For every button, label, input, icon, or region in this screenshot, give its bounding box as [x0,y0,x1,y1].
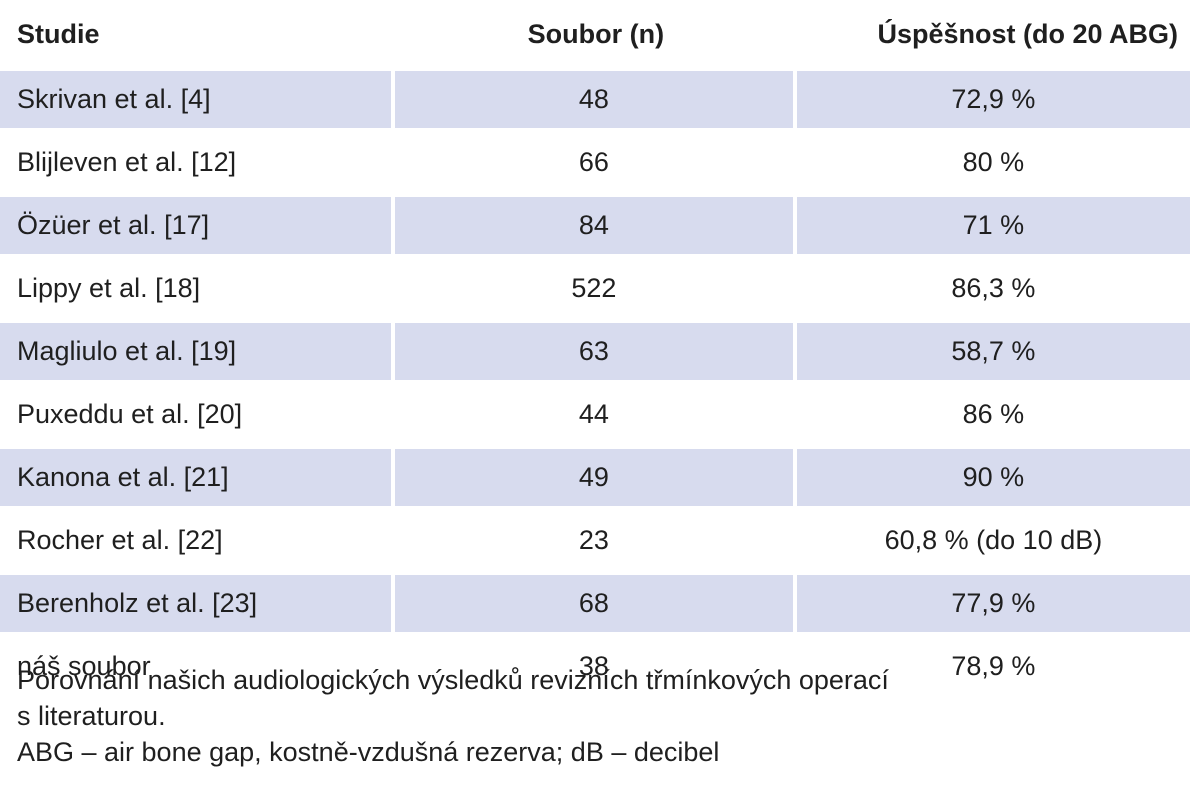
cell-study: Blijleven et al. [12] [0,131,395,194]
table-row: náš soubor 38 78,9 % [0,635,1190,698]
cell-success: 58,7 % [796,320,1190,383]
cell-study: Skrivan et al. [4] [0,68,395,131]
cell-success: 80 % [796,131,1190,194]
cell-n: 44 [394,383,797,446]
cell-study: Kanona et al. [21] [0,446,395,509]
cell-n: 48 [394,68,797,131]
table-row: Lippy et al. [18] 522 86,3 % [0,257,1190,320]
table-row: Berenholz et al. [23] 68 77,9 % [0,572,1190,635]
cell-success: 71 % [796,194,1190,257]
table-row: Puxeddu et al. [20] 44 86 % [0,383,1190,446]
table-row: Rocher et al. [22] 23 60,8 % (do 10 dB) [0,509,1190,572]
cell-study: náš soubor [0,635,395,698]
cell-study: Magliulo et al. [19] [0,320,395,383]
table-caption: Porovnání našich audiologických výsledků… [17,662,1167,770]
cell-study: Berenholz et al. [23] [0,572,395,635]
cell-n: 49 [394,446,797,509]
table-row: Magliulo et al. [19] 63 58,7 % [0,320,1190,383]
cell-success: 90 % [796,446,1190,509]
cell-study: Özüer et al. [17] [0,194,395,257]
table-header-row: Studie Soubor (n) Úspěšnost (do 20 ABG) [0,0,1190,68]
table-row: Skrivan et al. [4] 48 72,9 % [0,68,1190,131]
table-row: Kanona et al. [21] 49 90 % [0,446,1190,509]
cell-n: 63 [394,320,797,383]
abbreviations-note: ABG – air bone gap, kostně-vzdušná rezer… [17,737,720,767]
caption-line: s literaturou. [17,701,166,731]
header-success-rate: Úspěšnost (do 20 ABG) [877,18,1178,49]
cell-n: 522 [394,257,797,320]
cell-success: 77,9 % [796,572,1190,635]
cell-success: 72,9 % [796,68,1190,131]
header-sample-size: Soubor (n) [527,18,665,49]
cell-study: Lippy et al. [18] [0,257,395,320]
cell-success: 60,8 % (do 10 dB) [796,509,1190,572]
cell-n: 23 [394,509,797,572]
cell-study: Puxeddu et al. [20] [0,383,395,446]
table-row: Blijleven et al. [12] 66 80 % [0,131,1190,194]
cell-study: Rocher et al. [22] [0,509,395,572]
header-study: Studie [17,18,100,49]
cell-n: 66 [394,131,797,194]
cell-success: 86 % [796,383,1190,446]
cell-success: 78,9 % [796,635,1190,698]
studies-table: Studie Soubor (n) Úspěšnost (do 20 ABG) … [0,0,1190,698]
caption-line: Porovnání našich audiologických výsledků… [17,665,889,695]
cell-n: 68 [394,572,797,635]
cell-n: 38 [394,635,797,698]
table-row: Özüer et al. [17] 84 71 % [0,194,1190,257]
cell-n: 84 [394,194,797,257]
cell-success: 86,3 % [796,257,1190,320]
